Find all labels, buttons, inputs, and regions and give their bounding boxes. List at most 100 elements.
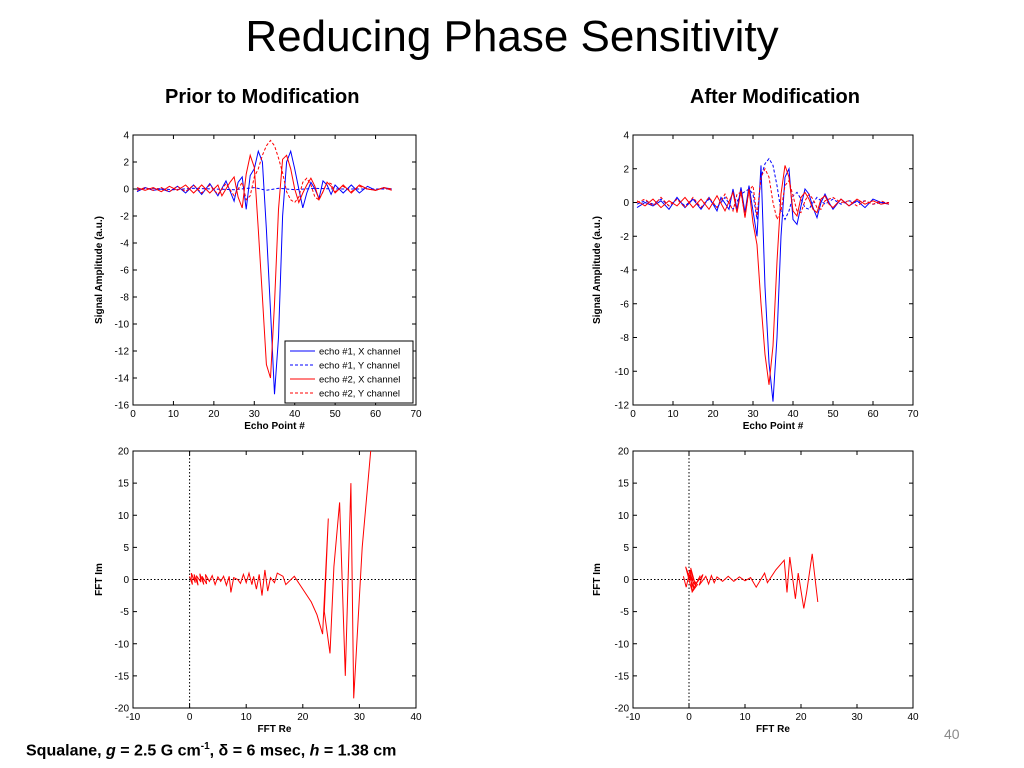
chart-br-y-tick-label: -20 xyxy=(615,704,630,715)
chart-tl-x-tick-label: 30 xyxy=(249,409,261,420)
caption-sep-2: , xyxy=(209,742,219,760)
chart-bl-y-tick-label: 5 xyxy=(123,543,129,554)
chart-tl-y-tick-label: -16 xyxy=(115,401,130,412)
chart-tr-plot-area xyxy=(632,134,914,406)
chart-br-x-tick-label: -10 xyxy=(626,712,641,723)
chart-br-y-tick-label: -15 xyxy=(615,671,630,682)
chart-br-x-tick-label: 10 xyxy=(739,712,751,723)
chart-tl-series-2 xyxy=(136,187,392,191)
chart-tl-y-tick-label: -10 xyxy=(115,320,130,331)
chart-tr-y-tick-label: 4 xyxy=(623,131,629,142)
chart-bl-x-tick-label: 40 xyxy=(410,712,422,723)
slide-title: Reducing Phase Sensitivity xyxy=(245,12,779,61)
chart-bl-x-tick-label: 20 xyxy=(297,712,309,723)
fft-chart-after: -10 0 10 20 30 40 -20 -15 -10 -5 0 5 10 15 20 FFT Re FFT… xyxy=(592,447,919,736)
chart-tr-y-tick-label: -6 xyxy=(620,299,629,310)
caption-sample: Squalane xyxy=(26,742,98,760)
caption-delta-symbol: δ xyxy=(218,742,229,760)
chart-tl-y-tick-label: -2 xyxy=(120,212,129,223)
chart-bl-xlabel: FFT Re xyxy=(258,724,292,735)
chart-tr-x-tick-label: 40 xyxy=(787,409,799,420)
chart-bl-series-1 xyxy=(189,451,372,699)
chart-tr-xlabel: Echo Point # xyxy=(743,421,804,432)
chart-tl-x-tick-label: 10 xyxy=(168,409,180,420)
prior-heading: Prior to Modification xyxy=(165,86,360,108)
chart-tr-series-3 xyxy=(636,165,890,385)
chart-tr-ylabel: Signal Amplitude (a.u.) xyxy=(592,216,603,324)
caption-h-value: = 1.38 cm xyxy=(319,742,397,760)
chart-br-series-1 xyxy=(682,553,819,609)
chart-tr-x-tick-label: 60 xyxy=(867,409,879,420)
chart-tl-legend-label: echo #2, X channel xyxy=(319,375,400,386)
chart-bl-ylabel: FFT Im xyxy=(94,563,105,596)
caption-delta-value: = 6 msec, xyxy=(228,742,310,760)
chart-br-y-tick-label: 5 xyxy=(623,543,629,554)
chart-tr-x-tick-label: 70 xyxy=(907,409,919,420)
caption-h-symbol: h xyxy=(309,742,320,760)
chart-tr-x-tick-label: 20 xyxy=(707,409,719,420)
chart-tl-x-tick-label: 70 xyxy=(410,409,422,420)
chart-bl-x-tick-label: -10 xyxy=(126,712,141,723)
chart-bl-y-tick-label: 0 xyxy=(123,575,129,586)
chart-br-y-tick-label: 10 xyxy=(618,511,630,522)
chart-br-x-tick-label: 0 xyxy=(686,712,692,723)
chart-br-xlabel: FFT Re xyxy=(756,724,790,735)
chart-tl-x-tick-label: 40 xyxy=(289,409,301,420)
caption: Squalane, g = 2.5 G cm-1, δ = 6 msec, h … xyxy=(26,741,396,760)
chart-tl-x-tick-label: 20 xyxy=(208,409,220,420)
caption-g-symbol: g xyxy=(106,742,116,760)
chart-tl-legend-label: echo #1, X channel xyxy=(319,347,400,358)
chart-br-x-tick-label: 30 xyxy=(851,712,863,723)
chart-tl-x-tick-label: 60 xyxy=(370,409,382,420)
chart-tl-ylabel: Signal Amplitude (a.u.) xyxy=(94,216,105,324)
chart-br-y-tick-label: 20 xyxy=(618,447,630,458)
chart-br-x-tick-label: 40 xyxy=(907,712,919,723)
chart-tl-series-4 xyxy=(136,139,392,204)
chart-bl-y-tick-label: 15 xyxy=(118,479,130,490)
chart-bl-y-tick-label: 20 xyxy=(118,447,130,458)
chart-br-y-tick-label: 0 xyxy=(623,575,629,586)
chart-tl-legend-label: echo #2, Y channel xyxy=(319,389,400,400)
chart-bl-y-tick-label: -5 xyxy=(120,607,129,618)
chart-br-ylabel: FFT Im xyxy=(592,563,603,596)
caption-g-value: = 2.5 G cm xyxy=(115,742,201,760)
chart-bl-x-tick-label: 10 xyxy=(241,712,253,723)
chart-tl-xlabel: Echo Point # xyxy=(244,421,305,432)
chart-br-y-tick-label: 15 xyxy=(618,479,630,490)
after-heading: After Modification xyxy=(690,86,860,108)
chart-tl-x-tick-label: 50 xyxy=(330,409,342,420)
chart-tr-x-tick-label: 50 xyxy=(827,409,839,420)
chart-tr-y-tick-label: 2 xyxy=(623,164,629,175)
fft-chart-prior: -10 0 10 20 30 40 -20 -15 -10 -5 0 5 10 15 20 FFT Re FFT… xyxy=(94,447,422,736)
chart-tr-y-tick-label: -4 xyxy=(620,266,629,277)
signal-chart-prior: 0 10 20 30 40 50 60 70 -16 -14 -12 -10 -8 -6 -4 -2 0 2 4 Ec… xyxy=(94,131,422,433)
chart-bl-y-tick-label: -15 xyxy=(115,671,130,682)
chart-bl-y-tick-label: 10 xyxy=(118,511,130,522)
chart-br-x-tick-label: 20 xyxy=(795,712,807,723)
chart-tl-y-tick-label: -4 xyxy=(120,239,129,250)
chart-tr-y-tick-label: -2 xyxy=(620,232,629,243)
chart-tl-y-tick-label: 2 xyxy=(123,158,129,169)
chart-tl-y-tick-label: -12 xyxy=(115,347,130,358)
caption-sep-1: , xyxy=(97,742,107,760)
chart-tr-y-tick-label: 0 xyxy=(623,198,629,209)
chart-tl-y-tick-label: -8 xyxy=(120,293,129,304)
chart-bl-x-tick-label: 30 xyxy=(354,712,366,723)
chart-tr-y-tick-label: -8 xyxy=(620,333,629,344)
chart-bl-y-tick-label: -10 xyxy=(115,639,130,650)
slide-number: 40 xyxy=(944,726,960,742)
chart-tr-x-tick-label: 30 xyxy=(747,409,759,420)
signal-chart-after: 0 10 20 30 40 50 60 70 -12 -10 -8 -6 -4 -2 0 2 4 Echo Poi… xyxy=(592,131,919,433)
chart-tl-x-tick-label: 0 xyxy=(130,409,136,420)
chart-bl-x-tick-label: 0 xyxy=(187,712,193,723)
chart-tr-y-tick-label: -10 xyxy=(615,367,630,378)
chart-br-y-tick-label: -10 xyxy=(615,639,630,650)
chart-tr-y-tick-label: -12 xyxy=(615,401,630,412)
caption-g-exponent: -1 xyxy=(200,741,210,752)
chart-br-y-tick-label: -5 xyxy=(620,607,629,618)
chart-tl-y-tick-label: 0 xyxy=(123,185,129,196)
chart-tl-y-tick-label: -6 xyxy=(120,266,129,277)
chart-tr-x-tick-label: 10 xyxy=(667,409,679,420)
chart-tr-x-tick-label: 0 xyxy=(630,409,636,420)
chart-tl-y-tick-label: -14 xyxy=(115,374,130,385)
